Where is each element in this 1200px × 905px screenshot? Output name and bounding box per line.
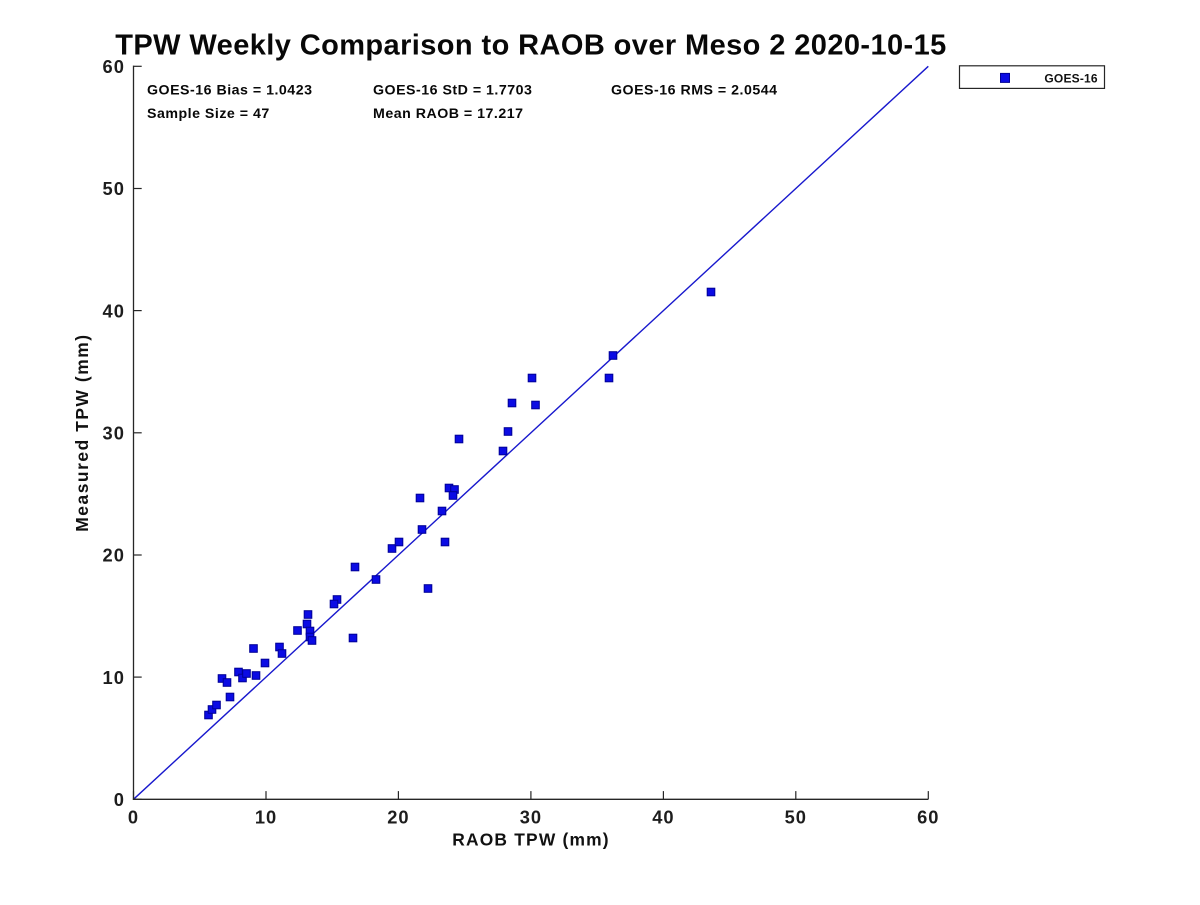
svg-text:GOES-16: GOES-16 <box>1044 71 1098 85</box>
svg-text:40: 40 <box>652 806 674 827</box>
svg-text:0: 0 <box>128 806 139 827</box>
svg-text:RAOB TPW (mm): RAOB TPW (mm) <box>452 830 610 850</box>
svg-text:30: 30 <box>103 423 125 444</box>
svg-text:20: 20 <box>387 806 409 827</box>
svg-text:40: 40 <box>103 300 125 321</box>
svg-text:Sample Size = 47: Sample Size = 47 <box>147 106 270 122</box>
svg-text:Measured TPW (mm): Measured TPW (mm) <box>72 333 92 531</box>
svg-text:GOES-16 RMS = 2.0544: GOES-16 RMS = 2.0544 <box>611 83 778 99</box>
svg-text:60: 60 <box>917 806 939 827</box>
svg-text:10: 10 <box>103 667 125 688</box>
svg-text:50: 50 <box>785 806 807 827</box>
svg-text:GOES-16 StD = 1.7703: GOES-16 StD = 1.7703 <box>373 83 532 99</box>
svg-text:Mean RAOB = 17.217: Mean RAOB = 17.217 <box>373 106 524 122</box>
svg-text:10: 10 <box>255 806 277 827</box>
svg-text:0: 0 <box>114 789 125 810</box>
svg-text:50: 50 <box>103 178 125 199</box>
svg-text:60: 60 <box>103 56 125 77</box>
svg-text:GOES-16 Bias = 1.0423: GOES-16 Bias = 1.0423 <box>147 83 312 99</box>
svg-text:TPW Weekly Comparison to RAOB: TPW Weekly Comparison to RAOB over Meso … <box>115 30 946 62</box>
svg-text:30: 30 <box>520 806 542 827</box>
svg-text:20: 20 <box>103 545 125 566</box>
